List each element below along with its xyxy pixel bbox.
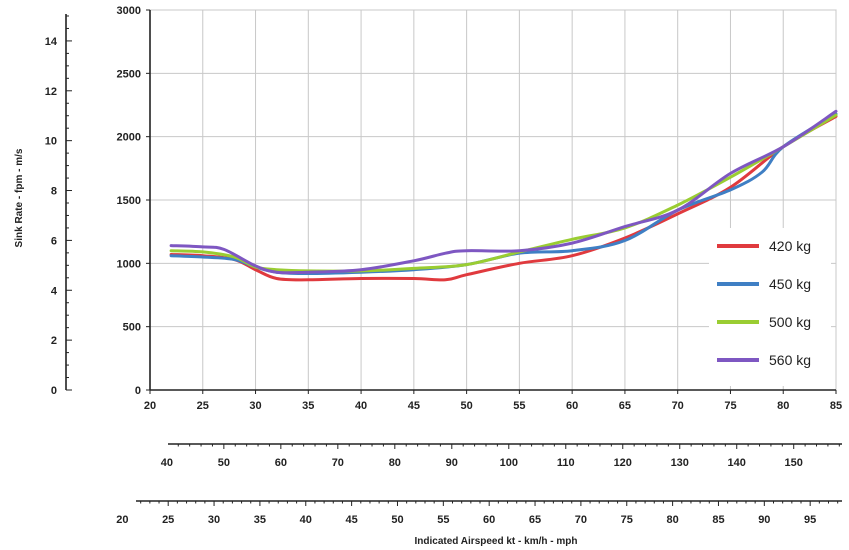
legend-label: 450 kg — [769, 276, 811, 292]
x-tick-label-mph: 95 — [804, 514, 816, 526]
legend: 420 kg 450 kg 500 kg 560 kg — [709, 228, 831, 386]
x-axis-title: Indicated Airspeed kt - km/h - mph — [415, 536, 578, 547]
y-tick-label-fpm: 0 — [135, 385, 141, 397]
x-tick-label-kmh: 50 — [218, 457, 230, 469]
x-tick-label-kt: 65 — [619, 400, 631, 412]
x-tick-label-mph: 20 — [116, 514, 128, 526]
x-tick-label-mph: 80 — [666, 514, 678, 526]
x-tick-label-kmh: 130 — [671, 457, 689, 469]
x-tick-label-mph: 90 — [758, 514, 770, 526]
y-tick-label-fpm: 2500 — [117, 68, 141, 80]
x-tick-label-mph: 70 — [575, 514, 587, 526]
x-tick-label-mph: 35 — [254, 514, 266, 526]
x-tick-label-mph: 60 — [483, 514, 495, 526]
y-tick-label-fpm: 3000 — [117, 5, 141, 17]
y-tick-label-ms: 4 — [51, 285, 58, 297]
x-tick-label-kmh: 60 — [275, 457, 287, 469]
x-tick-label-kt: 75 — [724, 400, 736, 412]
x-tick-label-kt: 25 — [197, 400, 209, 412]
x-tick-label-kt: 40 — [355, 400, 367, 412]
x-tick-label-kmh: 120 — [614, 457, 632, 469]
y-tick-label-ms: 12 — [45, 86, 57, 98]
x-tick-label-kt: 85 — [830, 400, 842, 412]
legend-label: 560 kg — [769, 352, 811, 368]
x-tick-label-mph: 50 — [391, 514, 403, 526]
y-tick-label-fpm: 1000 — [117, 258, 141, 270]
legend-label: 500 kg — [769, 314, 811, 330]
y-tick-label-ms: 8 — [51, 186, 57, 198]
y-tick-label-ms: 6 — [51, 235, 57, 247]
x-tick-label-mph: 75 — [621, 514, 633, 526]
x-tick-label-kt: 80 — [777, 400, 789, 412]
x-tick-label-kmh: 110 — [557, 457, 575, 469]
x-tick-label-kmh: 100 — [500, 457, 518, 469]
x-tick-label-kt: 70 — [672, 400, 684, 412]
y-tick-label-ms: 14 — [45, 36, 58, 48]
series-lines — [169, 109, 838, 282]
x-tick-label-mph: 55 — [437, 514, 449, 526]
x-tick-label-mph: 45 — [345, 514, 357, 526]
series-line-560-kg — [169, 109, 838, 275]
y-tick-label-ms: 10 — [45, 136, 57, 148]
y-tick-label-fpm: 2000 — [117, 132, 141, 144]
x-tick-label-mph: 65 — [529, 514, 541, 526]
x-tick-label-kt: 30 — [249, 400, 261, 412]
y-tick-label-ms: 0 — [51, 385, 57, 397]
x-tick-label-mph: 30 — [208, 514, 220, 526]
legend-label: 420 kg — [769, 238, 811, 254]
grid — [149, 9, 837, 391]
x-tick-label-kmh: 40 — [161, 457, 173, 469]
x-tick-label-kt: 35 — [302, 400, 314, 412]
axes: 20 25 30 35 40 45 50 55 60 65 70 75 80 85050010001500… — [45, 5, 842, 526]
series-line-420-kg — [169, 114, 838, 282]
x-tick-label-mph: 85 — [712, 514, 724, 526]
x-tick-label-kt: 45 — [408, 400, 420, 412]
x-tick-label-kmh: 70 — [332, 457, 344, 469]
y-axis-title: Sink Rate - fpm - m/s — [14, 148, 25, 247]
x-tick-label-kmh: 90 — [446, 457, 458, 469]
x-tick-label-kt: 55 — [513, 400, 525, 412]
x-tick-label-kt: 50 — [460, 400, 472, 412]
x-tick-label-mph: 40 — [300, 514, 312, 526]
y-tick-label-ms: 2 — [51, 335, 57, 347]
x-tick-label-mph: 25 — [162, 514, 174, 526]
y-tick-label-fpm: 1500 — [117, 195, 141, 207]
x-tick-label-kmh: 150 — [785, 457, 803, 469]
x-tick-label-kt: 60 — [566, 400, 578, 412]
x-tick-label-kmh: 80 — [389, 457, 401, 469]
y-tick-label-fpm: 500 — [123, 322, 141, 334]
x-tick-label-kmh: 140 — [728, 457, 746, 469]
x-tick-label-kt: 20 — [144, 400, 156, 412]
